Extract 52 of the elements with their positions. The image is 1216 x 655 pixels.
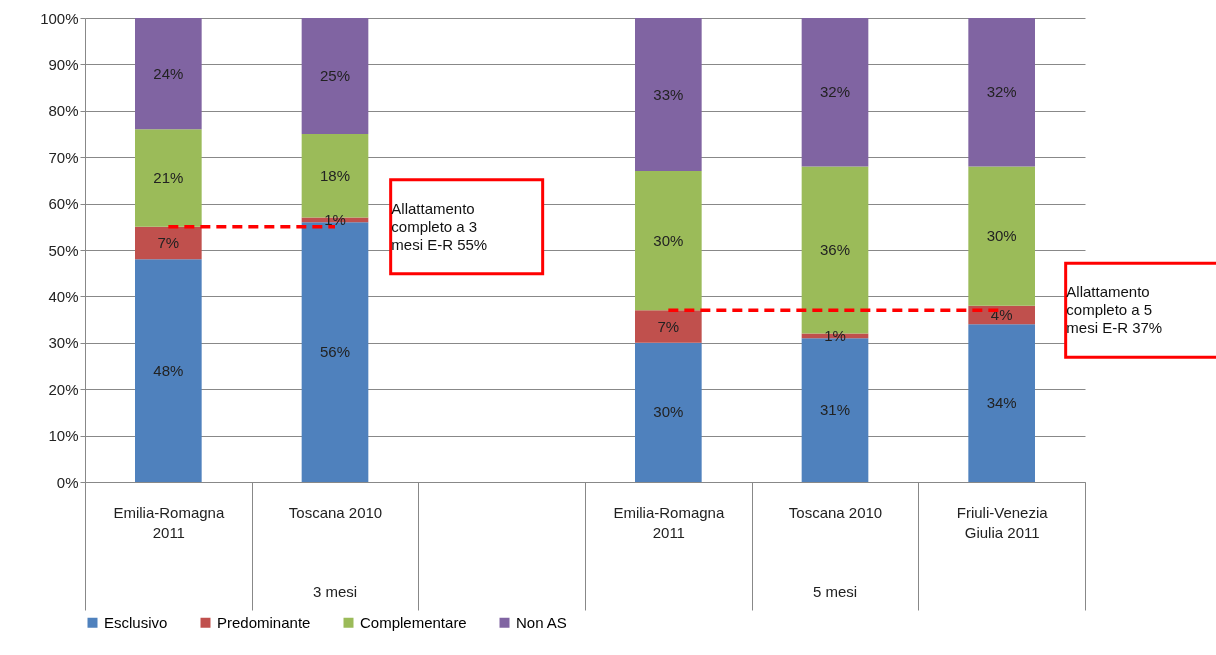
- y-tick-label: 30%: [48, 334, 79, 352]
- bar: [635, 310, 702, 343]
- x-tick-label: Emilia-Romagna 2011: [613, 503, 725, 541]
- bar: [968, 324, 1035, 482]
- data-label: 21%: [153, 169, 184, 187]
- bar: [801, 18, 869, 167]
- bar: [968, 18, 1035, 167]
- x-tick-label: Toscana 2010: [788, 503, 883, 521]
- data-label: 7%: [657, 317, 680, 335]
- legend-label: Complementare: [360, 613, 467, 631]
- legend-label: Esclusivo: [104, 613, 168, 631]
- y-tick-label: 60%: [48, 195, 79, 213]
- data-label: 24%: [153, 64, 184, 82]
- x-tick-label: Toscana 2010: [288, 503, 383, 521]
- bar: [135, 129, 202, 227]
- bar: [635, 171, 702, 311]
- legend-label: Predominante: [217, 613, 311, 631]
- x-tick-label: Friuli-Venezia Giulia 2011: [956, 503, 1049, 541]
- data-label: 18%: [319, 166, 351, 184]
- bar: [635, 342, 702, 482]
- data-label: 48%: [153, 361, 184, 379]
- bar: [968, 166, 1035, 306]
- data-label: 7%: [157, 234, 180, 252]
- data-label: 36%: [819, 241, 851, 258]
- y-tick-label: 90%: [48, 55, 79, 73]
- data-label: 33%: [653, 85, 684, 103]
- x-tick-label: Emilia-Romagna 2011: [113, 503, 225, 541]
- data-label: 34%: [986, 394, 1017, 412]
- y-tick-label: 10%: [48, 427, 79, 445]
- bar: [135, 18, 202, 130]
- text: 3 mesi: [312, 583, 358, 600]
- y-tick-label: 100%: [40, 9, 79, 27]
- bar: [135, 259, 202, 482]
- y-tick-label: 50%: [48, 241, 79, 259]
- bar: [301, 18, 369, 134]
- text: 5 mesi: [812, 583, 858, 600]
- data-label: 32%: [819, 83, 851, 101]
- y-tick-label: 0%: [56, 473, 79, 491]
- data-label: 25%: [319, 67, 351, 84]
- y-tick-label: 20%: [48, 380, 79, 398]
- data-label: 30%: [653, 231, 684, 249]
- y-tick-label: 70%: [48, 148, 79, 166]
- data-label: 31%: [819, 401, 851, 419]
- y-tick-label: 80%: [48, 102, 79, 120]
- bar: [635, 18, 702, 172]
- data-label: 56%: [319, 343, 351, 361]
- legend-label: Non AS: [516, 613, 567, 631]
- y-tick-label: 40%: [48, 287, 79, 305]
- bar: [135, 226, 202, 260]
- data-label: 30%: [653, 403, 684, 421]
- data-label: 30%: [986, 227, 1017, 245]
- data-label: 32%: [986, 83, 1017, 101]
